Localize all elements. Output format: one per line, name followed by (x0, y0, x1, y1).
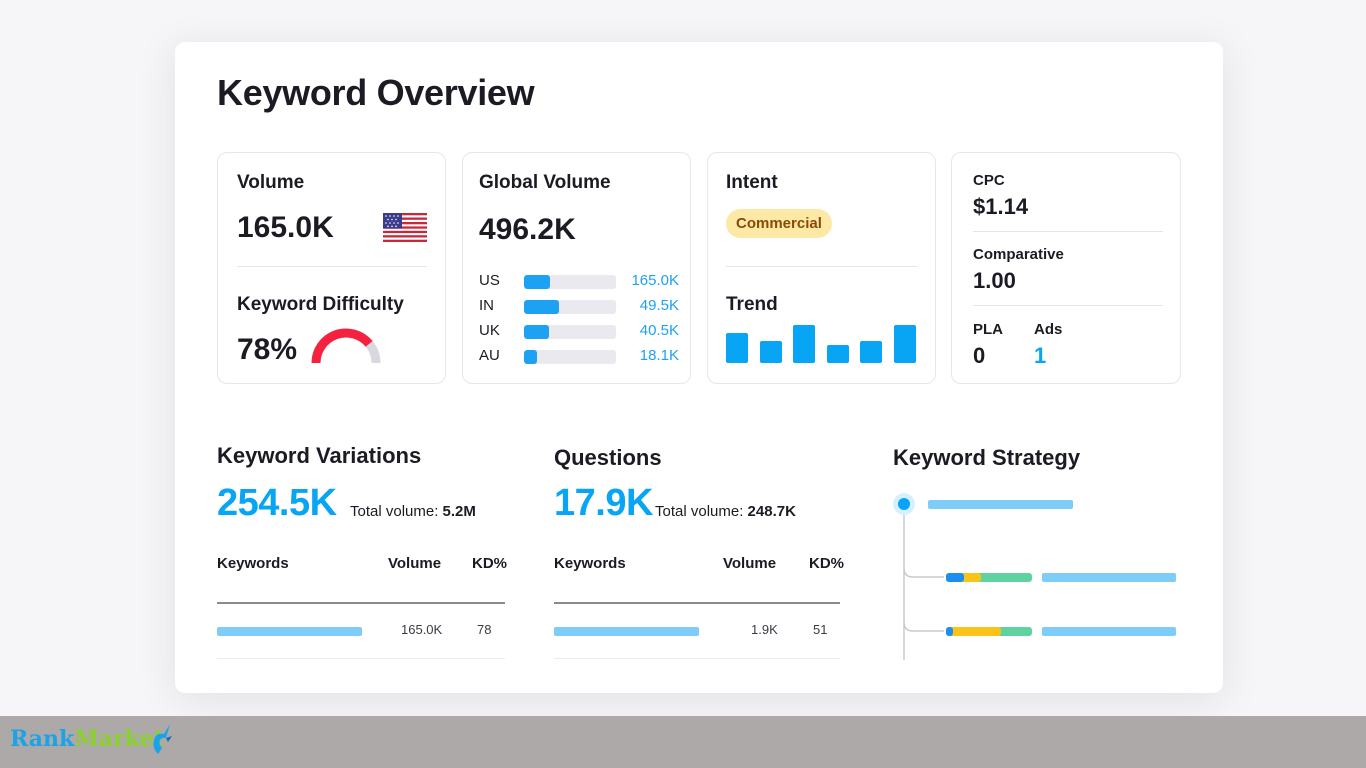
global-volume-card: Global Volume 496.2K US 165.0K IN 49.5K … (462, 152, 691, 384)
trend-bar (726, 333, 748, 363)
row-kd: 51 (813, 622, 828, 637)
row-kd: 78 (477, 622, 492, 637)
global-volume-value: 496.2K (479, 213, 576, 246)
total-volume-value: 5.2M (442, 503, 476, 520)
intent-label: Intent (726, 172, 778, 193)
country-code: US (479, 272, 500, 289)
country-volume-fill (524, 325, 549, 339)
keyword-difficulty-value: 78% (237, 333, 298, 366)
volume-label: Volume (237, 172, 305, 193)
intent-card: Intent Commercial Trend (707, 152, 936, 384)
cpc-divider (973, 231, 1163, 232)
keyword-overview-panel: Keyword Overview Volume 165.0K (175, 42, 1223, 693)
keyword-placeholder-bar[interactable] (217, 627, 362, 636)
total-volume-label: Total volume: (350, 503, 439, 520)
trend-label: Trend (726, 294, 778, 315)
volume-divider (237, 266, 427, 267)
country-row-in: IN 49.5K (479, 296, 679, 316)
comparative-value: 1.00 (973, 268, 1016, 293)
country-volume-fill (524, 275, 550, 289)
us-flag-icon (383, 213, 427, 242)
keyword-difficulty-label: Keyword Difficulty (237, 294, 404, 315)
total-volume-label: Total volume: (655, 503, 744, 520)
strategy-segment-bar (946, 627, 953, 636)
country-row-uk: UK 40.5K (479, 321, 679, 341)
cpc-label: CPC (973, 172, 1005, 189)
unicorn-icon (153, 724, 172, 754)
tree-branch (903, 567, 944, 578)
pla-label: PLA (973, 321, 1003, 338)
comparative-divider (973, 305, 1163, 306)
country-code: IN (479, 297, 494, 314)
keyword-placeholder-bar[interactable] (554, 627, 699, 636)
strategy-child-bar (1042, 627, 1176, 636)
column-header-keywords: Keywords (217, 555, 289, 572)
tree-root-node (898, 498, 910, 510)
country-volume-value: 18.1K (639, 347, 679, 364)
keyword-variations-total: Total volume: 5.2M (350, 503, 476, 520)
country-volume-bar (524, 325, 616, 339)
rankmarket-logo[interactable]: RankMarket (10, 724, 180, 760)
keyword-strategy-title: Keyword Strategy (893, 445, 1081, 470)
country-volume-value: 40.5K (639, 322, 679, 339)
country-volume-bar (524, 300, 616, 314)
strategy-child-bar (1042, 573, 1176, 582)
trend-bar (826, 345, 849, 363)
keyword-strategy-tree (893, 493, 1176, 660)
logo-rank-text: Rank (10, 726, 75, 752)
footer-bar: RankMarket (0, 716, 1366, 768)
table-header-divider (217, 602, 505, 604)
country-volume-value: 49.5K (639, 297, 679, 314)
ads-label: Ads (1034, 321, 1063, 338)
column-header-volume: Volume (388, 555, 442, 572)
volume-card: Volume 165.0K Keywor (217, 152, 446, 384)
tree-branch (903, 621, 944, 632)
trend-bar (893, 325, 916, 363)
questions-count[interactable]: 17.9K (554, 482, 653, 524)
questions-total: Total volume: 248.7K (655, 503, 796, 520)
column-header-keywords: Keywords (554, 555, 626, 572)
country-volume-fill (524, 350, 537, 364)
total-volume-value: 248.7K (747, 503, 796, 520)
table-row-divider (217, 658, 505, 659)
trend-bar (793, 325, 815, 363)
keyword-variations-title: Keyword Variations (217, 443, 422, 468)
trend-bar (860, 341, 882, 363)
strategy-root-bar (928, 500, 1073, 509)
ads-value: 1 (1034, 343, 1047, 368)
column-header-kd: KD% (809, 555, 845, 572)
table-header-divider (554, 602, 840, 604)
row-volume: 1.9K (751, 622, 778, 637)
questions-title: Questions (554, 445, 662, 470)
global-volume-label: Global Volume (479, 172, 611, 193)
country-code: AU (479, 347, 500, 364)
column-header-kd: KD% (472, 555, 508, 572)
intent-divider (726, 266, 917, 267)
difficulty-gauge-fill (311, 328, 373, 364)
row-volume: 165.0K (401, 622, 443, 637)
cpc-value: $1.14 (973, 194, 1029, 219)
logo-market-text: Market (74, 726, 164, 752)
volume-value: 165.0K (237, 211, 334, 244)
table-row-divider (554, 658, 840, 659)
country-row-us: US 165.0K (479, 271, 679, 291)
strategy-segment-bar (946, 573, 964, 582)
page-title: Keyword Overview (217, 72, 535, 113)
intent-badge: Commercial (726, 209, 832, 238)
pla-value: 0 (973, 343, 986, 368)
country-code: UK (479, 322, 500, 339)
trend-chart (726, 313, 918, 383)
trend-bar (759, 341, 782, 363)
country-volume-bar (524, 350, 616, 364)
comparative-label: Comparative (973, 246, 1064, 263)
country-volume-bar (524, 275, 616, 289)
column-header-volume: Volume (723, 555, 777, 572)
country-row-au: AU 18.1K (479, 346, 679, 366)
cpc-card: CPC $1.14 Comparative 1.00 PLA 0 Ads 1 (951, 152, 1181, 384)
strategy-segment-bar (946, 627, 1001, 636)
country-volume-fill (524, 300, 559, 314)
keyword-variations-count[interactable]: 254.5K (217, 482, 337, 524)
difficulty-gauge (311, 328, 381, 364)
country-volume-value: 165.0K (631, 272, 679, 289)
